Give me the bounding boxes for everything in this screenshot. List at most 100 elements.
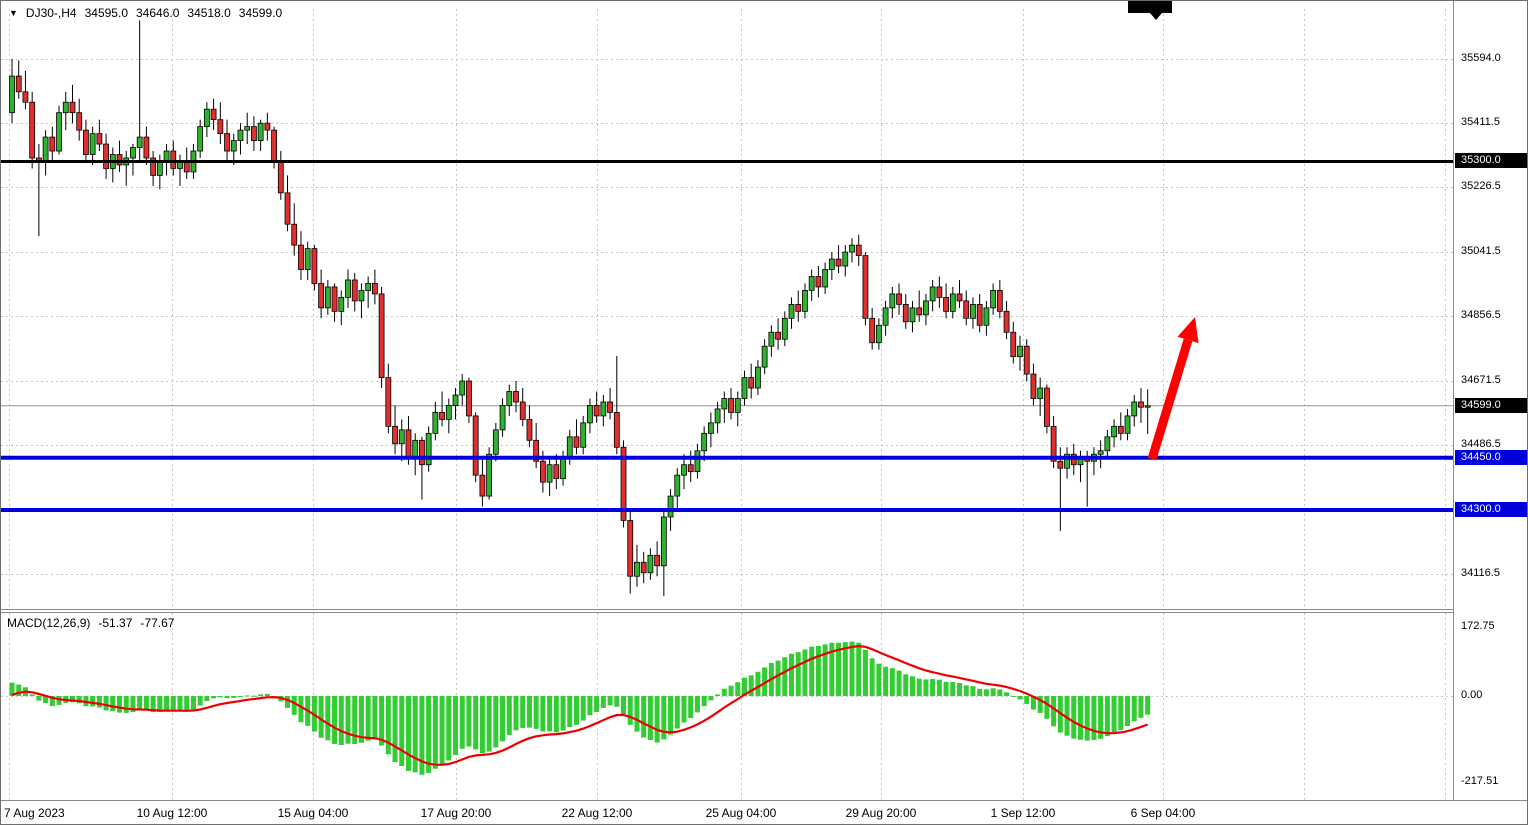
candle-body [1064, 453, 1070, 469]
macd-bar [661, 695, 667, 740]
candle-body [224, 133, 230, 152]
trend-arrow[interactable] [1147, 317, 1199, 461]
macd-bar [883, 666, 889, 696]
candle-body [459, 380, 466, 396]
candle-body [587, 405, 593, 424]
time-axis[interactable]: 7 Aug 2023 10 Aug 12:00 15 Aug 04:00 17 Aug… [1, 800, 1527, 824]
macd-bar [16, 684, 22, 696]
candle-body [956, 293, 963, 302]
candle-body [748, 377, 755, 389]
macd-bar [997, 689, 1003, 696]
macd-scale-label: -217.51 [1461, 775, 1499, 787]
candle-body [156, 161, 163, 176]
macd-bar [412, 695, 418, 773]
time-axis-label: 1 Sep 12:00 [990, 806, 1056, 820]
ohlc-close: 34599.0 [238, 6, 283, 20]
macd-bar [540, 695, 546, 732]
macd-bar [909, 676, 915, 696]
candle-body [345, 279, 351, 298]
candle-body [741, 377, 748, 399]
candle-body [499, 405, 506, 431]
candle-body [251, 126, 257, 141]
candle-body [291, 223, 298, 246]
price-scale-label: 35411.5 [1461, 116, 1500, 128]
candle-body [277, 161, 284, 194]
price-tag: 35300.0 [1455, 153, 1527, 168]
macd-bar [325, 695, 331, 741]
candle-body [419, 439, 425, 466]
candle-body [432, 412, 439, 434]
macd-bar [950, 681, 956, 696]
macd-bar [150, 695, 156, 713]
macd-bar [43, 695, 49, 704]
macd-bar [1145, 695, 1151, 715]
macd-bar [1030, 695, 1036, 710]
candle-body [869, 317, 876, 344]
macd-bar [533, 695, 539, 729]
candle-body [1003, 310, 1010, 333]
candle-body [338, 297, 345, 312]
macd-bar [419, 695, 425, 775]
macd-bar [143, 695, 149, 711]
candle-body [654, 554, 661, 567]
candle-body [889, 293, 896, 309]
macd-bar [258, 694, 264, 696]
candle-body [593, 405, 600, 417]
macd-bar [486, 695, 492, 752]
macd-bar [197, 695, 203, 706]
macd-bar [627, 695, 633, 725]
candle-body [640, 561, 647, 574]
candle-body [687, 464, 694, 473]
macd-bar [755, 671, 761, 696]
macd-bar [157, 695, 163, 712]
panel-splitter[interactable] [1, 606, 1527, 615]
candle-body [197, 126, 204, 152]
candle-body [976, 303, 983, 326]
macd-bar [970, 686, 976, 696]
candle-body [210, 108, 217, 121]
candle-body [755, 366, 761, 389]
candle-body [311, 248, 318, 284]
macd-bar [614, 695, 620, 707]
candle-body [398, 429, 405, 445]
time-axis-label: 29 Aug 20:00 [845, 806, 917, 820]
candle-body [781, 317, 788, 340]
macd-bar [694, 695, 700, 713]
macd-bar [76, 695, 82, 704]
price-scale[interactable]: 35594.0 35411.5 35226.5 35041.5 34856.5 34671… [1453, 1, 1527, 800]
macd-bar [654, 695, 660, 743]
indicator-label: MACD(12,26,9) -51.37 -77.67 [7, 616, 174, 630]
macd-bar [983, 689, 989, 696]
candle-body [667, 495, 674, 518]
price-scale-label: 34671.5 [1461, 374, 1501, 386]
macd-bar [459, 695, 465, 749]
candle-body [217, 119, 224, 135]
macd-bar [963, 685, 969, 696]
macd-bar [251, 695, 257, 697]
candle-body [916, 307, 923, 316]
macd-bar [856, 642, 862, 696]
candle-body [9, 75, 15, 114]
candle-body [89, 133, 96, 155]
candle-body [802, 290, 808, 312]
candle-body [1057, 460, 1064, 469]
candle-body [506, 391, 513, 406]
price-tag: 34450.0 [1455, 450, 1527, 465]
macd-bar [547, 695, 553, 732]
macd-bar [1037, 695, 1043, 713]
candle-body [1131, 401, 1138, 417]
macd-bar [130, 695, 136, 713]
macd-bar [903, 674, 909, 696]
symbol-timeframe: DJ30-,H4 [25, 6, 77, 20]
chart-header: ▼ DJ30-,H4 34595.0 34646.0 34518.0 34599… [9, 6, 282, 20]
macd-bar [500, 695, 506, 742]
macd-bar [36, 695, 42, 701]
time-axis-label: 10 Aug 12:00 [136, 806, 208, 820]
candle-body [445, 405, 452, 420]
candle-body [203, 108, 210, 128]
macd-histogram [9, 641, 1151, 775]
macd-bar [1010, 695, 1016, 697]
time-axis-label: 22 Aug 12:00 [561, 806, 633, 820]
